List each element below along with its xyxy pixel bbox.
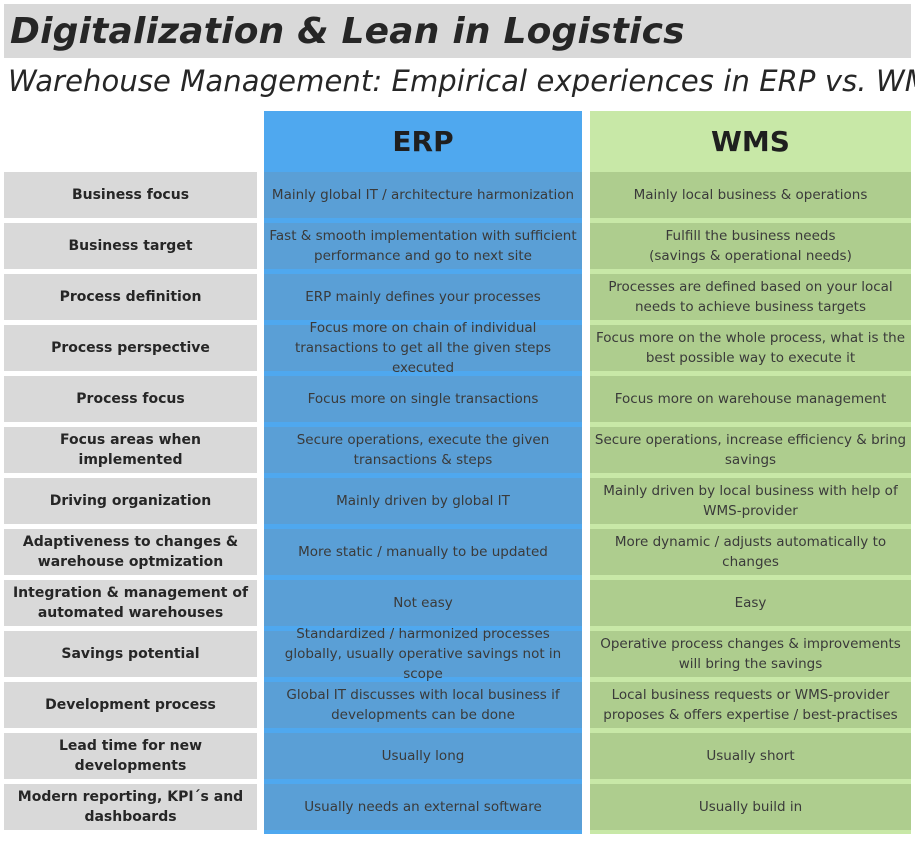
row-label: Adaptiveness to changes & warehouse optm… bbox=[4, 529, 257, 575]
table-row: Business target Fast & smooth implementat… bbox=[0, 223, 915, 269]
wms-cell: Focus more on the whole process, what is… bbox=[590, 325, 911, 371]
erp-cell: Mainly global IT / architecture harmoniz… bbox=[264, 172, 582, 218]
wms-cell: Usually short bbox=[590, 733, 911, 779]
erp-cell: Usually needs an external software bbox=[264, 784, 582, 830]
page-subtitle: Warehouse Management: Empirical experien… bbox=[8, 64, 915, 98]
row-label: Savings potential bbox=[4, 631, 257, 677]
row-label: Lead time for new developments bbox=[4, 733, 257, 779]
row-label: Modern reporting, KPI´s and dashboards bbox=[4, 784, 257, 830]
table-row: Modern reporting, KPI´s and dashboards Us… bbox=[0, 784, 915, 830]
wms-cell: Easy bbox=[590, 580, 911, 626]
wms-cell: Local business requests or WMS-provider … bbox=[590, 682, 911, 728]
wms-cell: Usually build in bbox=[590, 784, 911, 830]
erp-cell: More static / manually to be updated bbox=[264, 529, 582, 575]
table-row: Business focus Mainly global IT / archite… bbox=[0, 172, 915, 218]
table-row: Integration & management of automated wa… bbox=[0, 580, 915, 626]
table-row: Adaptiveness to changes & warehouse optm… bbox=[0, 529, 915, 575]
table-row: Savings potential Standardized / harmoniz… bbox=[0, 626, 915, 682]
erp-cell: Not easy bbox=[264, 580, 582, 626]
wms-cell: Operative process changes & improvements… bbox=[590, 631, 911, 677]
erp-cell: Usually long bbox=[264, 733, 582, 779]
table-row: Driving organization Mainly driven by glo… bbox=[0, 478, 915, 524]
title-bar: Digitalization & Lean in Logistics bbox=[4, 4, 911, 58]
erp-cell: Global IT discusses with local business … bbox=[264, 682, 582, 728]
row-label: Process definition bbox=[4, 274, 257, 320]
page-title: Digitalization & Lean in Logistics bbox=[10, 11, 685, 52]
table-row: Process perspective Focus more on chain o… bbox=[0, 320, 915, 376]
row-label: Integration & management of automated wa… bbox=[4, 580, 257, 626]
erp-cell: Focus more on single transactions bbox=[264, 376, 582, 422]
row-label: Focus areas when implemented bbox=[4, 427, 257, 473]
wms-cell: Processes are defined based on your loca… bbox=[590, 274, 911, 320]
wms-cell: Mainly driven by local business with hel… bbox=[590, 478, 911, 524]
erp-cell: Standardized / harmonized processes glob… bbox=[264, 626, 582, 682]
wms-column-header: WMS bbox=[711, 125, 790, 158]
erp-cell: Focus more on chain of individual transa… bbox=[264, 320, 582, 376]
table-row: Process definition ERP mainly defines you… bbox=[0, 274, 915, 320]
table-row: Process focus Focus more on single transa… bbox=[0, 376, 915, 422]
row-label: Development process bbox=[4, 682, 257, 728]
wms-cell: Secure operations, increase efficiency &… bbox=[590, 427, 911, 473]
wms-cell: More dynamic / adjusts automatically to … bbox=[590, 529, 911, 575]
table-row: Lead time for new developments Usually lo… bbox=[0, 733, 915, 779]
wms-cell: Fulfill the business needs (savings & ope… bbox=[590, 223, 911, 269]
row-label: Driving organization bbox=[4, 478, 257, 524]
erp-cell: Fast & smooth implementation with suffic… bbox=[264, 223, 582, 269]
row-label: Business target bbox=[4, 223, 257, 269]
erp-cell: ERP mainly defines your processes bbox=[264, 274, 582, 320]
wms-cell: Focus more on warehouse management bbox=[590, 376, 911, 422]
row-label: Business focus bbox=[4, 172, 257, 218]
table-row: Development process Global IT discusses w… bbox=[0, 682, 915, 728]
erp-column-header: ERP bbox=[392, 125, 454, 158]
wms-cell: Mainly local business & operations bbox=[590, 172, 911, 218]
erp-cell: Secure operations, execute the given tra… bbox=[264, 427, 582, 473]
table-row: Focus areas when implemented Secure opera… bbox=[0, 427, 915, 473]
row-label: Process perspective bbox=[4, 325, 257, 371]
row-label: Process focus bbox=[4, 376, 257, 422]
erp-cell: Mainly driven by global IT bbox=[264, 478, 582, 524]
